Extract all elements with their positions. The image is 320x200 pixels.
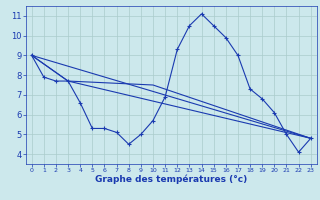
X-axis label: Graphe des températures (°c): Graphe des températures (°c) — [95, 175, 247, 184]
